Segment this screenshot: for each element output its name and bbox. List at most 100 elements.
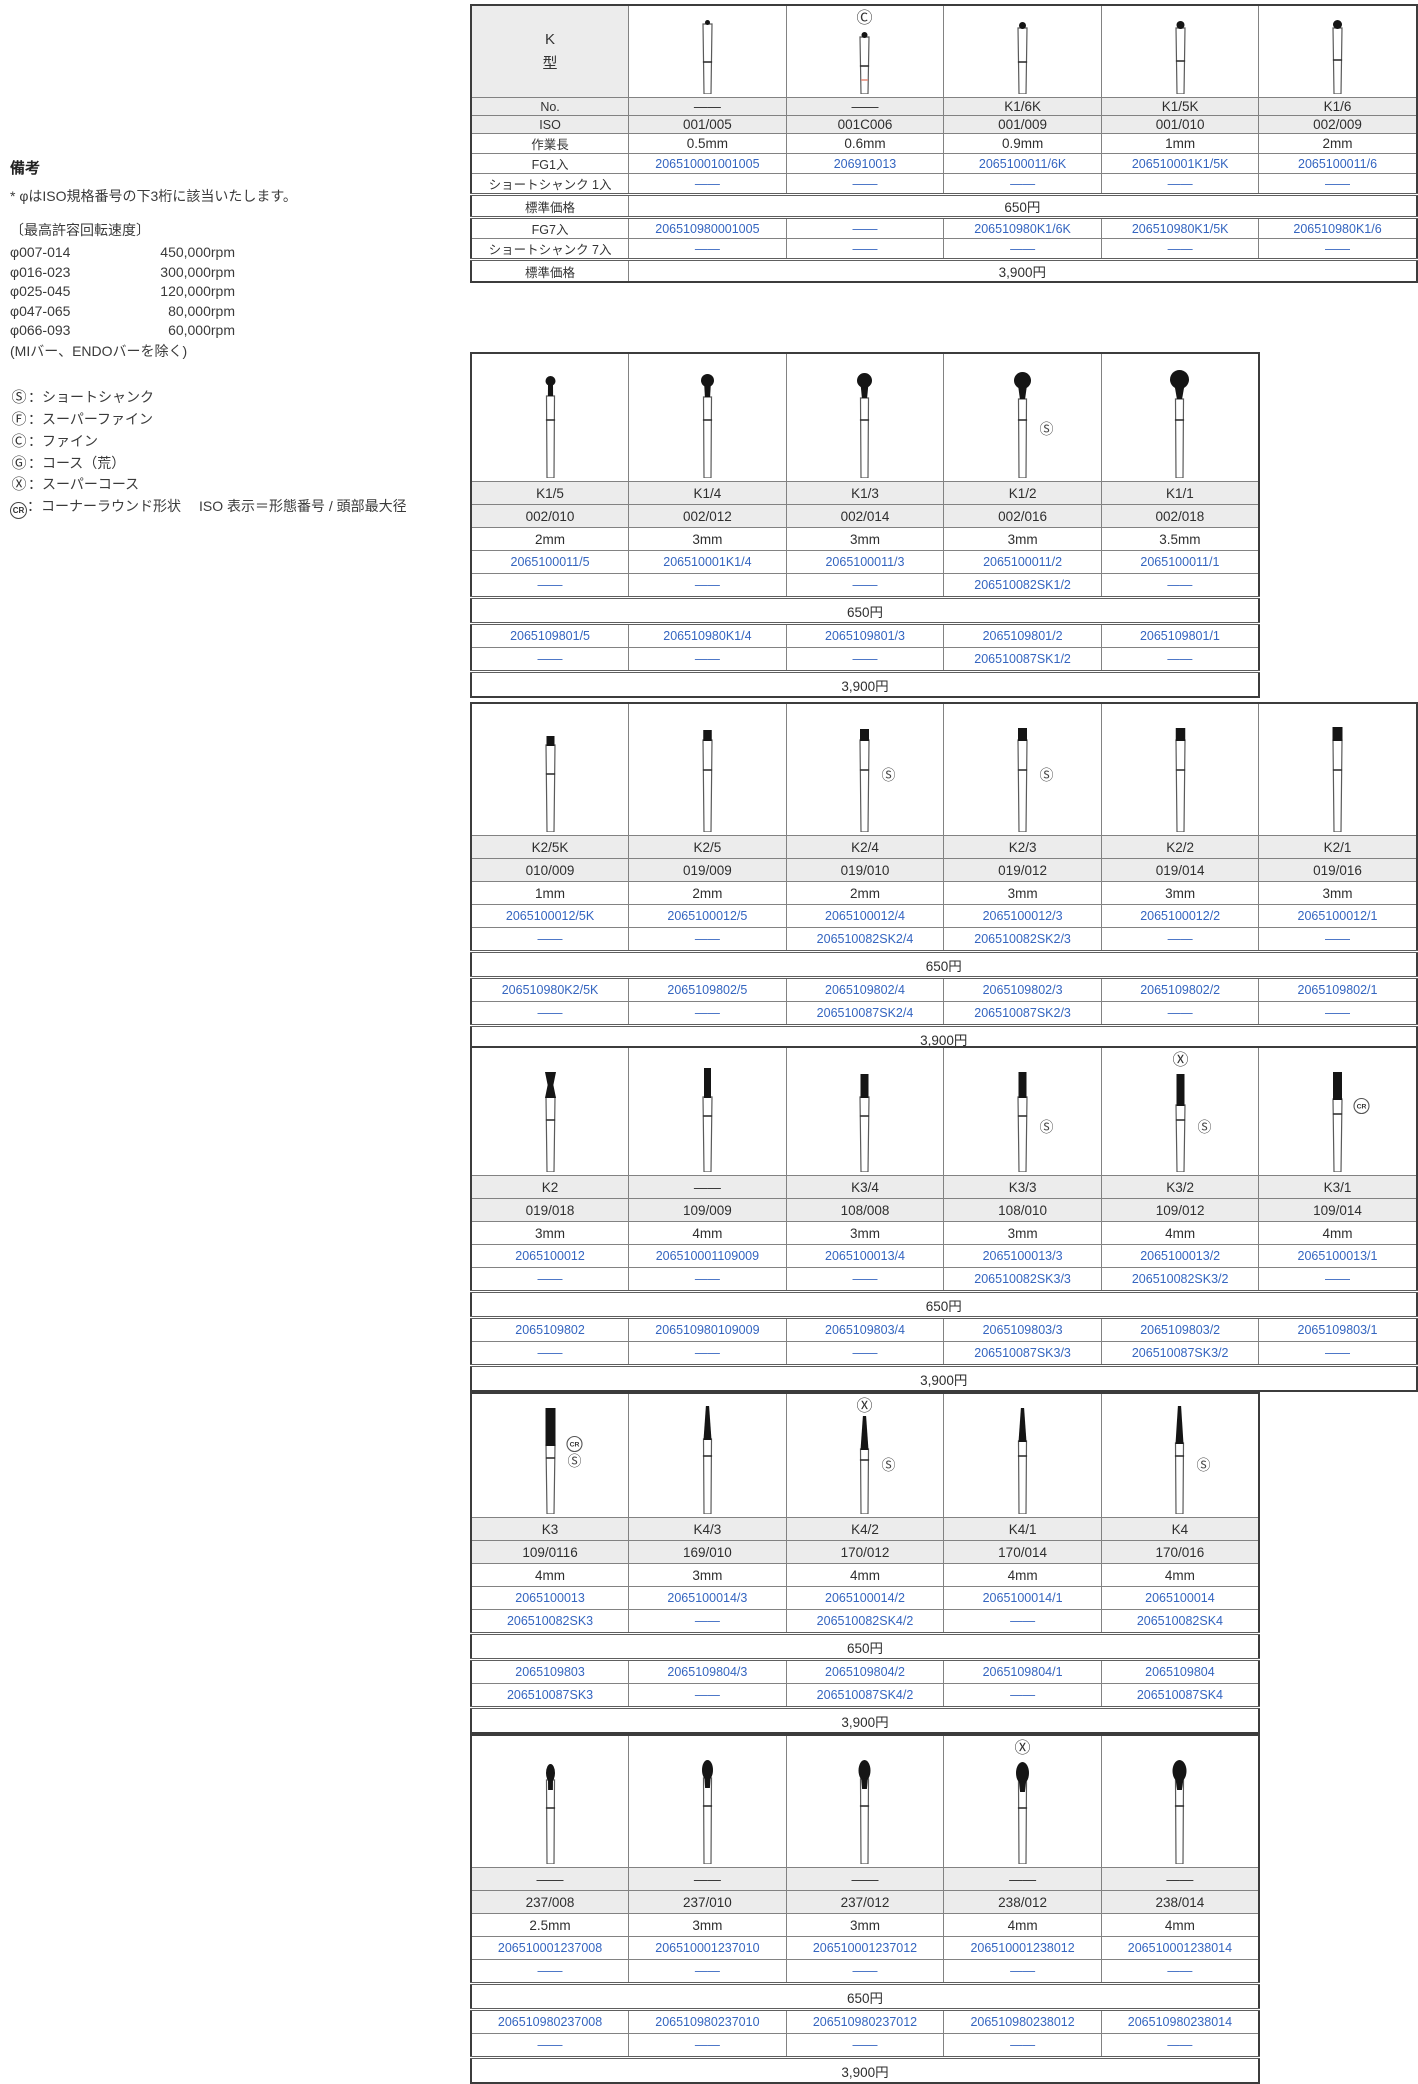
bur-illustration (1170, 370, 1190, 479)
product-code-link[interactable]: 206510980237012 (785, 2008, 945, 2034)
product-code-link[interactable]: 2065109801/5 (470, 622, 630, 648)
product-code-link[interactable]: 2065109801/2 (943, 622, 1102, 648)
row-price1: 650円 (470, 1982, 1260, 2010)
product-code-link[interactable]: 206510001237008 (470, 1936, 630, 1960)
row-fg7: 2065109801/5 206510980K1/4 2065109801/3 206… (470, 622, 1260, 648)
product-code-link[interactable]: 2065109802/2 (1100, 976, 1260, 1002)
len-cell: 3.5mm (1100, 527, 1260, 551)
product-code-link[interactable]: 2065100011/6 (1258, 153, 1418, 174)
product-code-link[interactable]: 206510082SK3/3 (943, 1267, 1102, 1292)
product-code-link[interactable]: 2065100012 (470, 1244, 630, 1268)
product-code-link[interactable]: 2065100013/1 (1258, 1244, 1418, 1268)
product-code-link[interactable]: 206510980238012 (943, 2008, 1102, 2034)
short-shank-icon: Ⓢ (11, 389, 27, 407)
product-code-link[interactable]: 206510001001005 (628, 153, 787, 174)
product-code-link[interactable]: 2065100011/2 (943, 550, 1102, 574)
product-code-link[interactable]: 2065100012/4 (785, 904, 945, 928)
product-code-link[interactable]: 2065100011/5 (470, 550, 630, 574)
product-code-link[interactable]: 206510001109009 (628, 1244, 787, 1268)
product-code-link[interactable]: 2065100012/5 (628, 904, 787, 928)
empty-code-cell: —— (628, 647, 787, 672)
product-code-link[interactable]: 206510082SK2/4 (785, 927, 945, 952)
product-code-link[interactable]: 206510001K1/5K (1100, 153, 1260, 174)
no-cell: K4/1 (943, 1517, 1102, 1541)
product-code-link[interactable]: 206510980K1/5K (1100, 216, 1260, 239)
product-code-link[interactable]: 2065100012/1 (1258, 904, 1418, 928)
product-code-link[interactable]: 2065109803/3 (943, 1316, 1102, 1342)
product-code-link[interactable]: 206510001237012 (785, 1936, 945, 1960)
product-code-link[interactable]: 2065100014/3 (628, 1586, 787, 1610)
product-code-link[interactable]: 206510087SK4/2 (785, 1683, 945, 1708)
product-code-link[interactable]: 206510082SK2/3 (943, 927, 1102, 952)
product-code-link[interactable]: 206910013 (785, 153, 945, 174)
product-code-link[interactable]: 2065100011/6K (943, 153, 1102, 174)
product-code-link[interactable]: 2065109804/3 (628, 1658, 787, 1684)
product-code-link[interactable]: 206510087SK4 (1100, 1683, 1260, 1708)
product-code-link[interactable]: 2065100013 (470, 1586, 630, 1610)
row-fg7: 2065109802 206510980109009 2065109803/4 206… (470, 1316, 1418, 1342)
product-code-link[interactable]: 206510082SK1/2 (943, 573, 1102, 598)
product-code-link[interactable]: 206510980237010 (628, 2008, 787, 2034)
iso-cell: 169/010 (628, 1540, 787, 1564)
product-code-link[interactable]: 2065109801/1 (1100, 622, 1260, 648)
product-code-link[interactable]: 2065109802/3 (943, 976, 1102, 1002)
product-code-link[interactable]: 206510001238014 (1100, 1936, 1260, 1960)
product-code-link[interactable]: 206510087SK3 (470, 1683, 630, 1708)
legend-super-fine: Ⓕ ：スーパーファイン (10, 409, 450, 431)
product-code-link[interactable]: 2065100013/3 (943, 1244, 1102, 1268)
product-code-link[interactable]: 206510087SK2/4 (785, 1001, 945, 1026)
product-code-link[interactable]: 2065100014/1 (943, 1586, 1102, 1610)
bur-image-cell (1258, 4, 1418, 98)
product-code-link[interactable]: 2065109803 (470, 1658, 630, 1684)
catalog-table-2: Ⓢ K1/5 K1/4 K1/3 K1/2 K1/1 002/010 002/012 002/0… (470, 352, 1260, 698)
product-code-link[interactable]: 206510001K1/4 (628, 550, 787, 574)
product-code-link[interactable]: 206510980K1/4 (628, 622, 787, 648)
product-code-link[interactable]: 2065100014 (1100, 1586, 1260, 1610)
product-code-link[interactable]: 2065100013/4 (785, 1244, 945, 1268)
product-code-link[interactable]: 206510082SK4/2 (785, 1609, 945, 1634)
empty-code-cell: —— (1258, 173, 1418, 195)
product-code-link[interactable]: 206510082SK4 (1100, 1609, 1260, 1634)
product-code-link[interactable]: 206510980K1/6 (1258, 216, 1418, 239)
product-code-link[interactable]: 2065109802/4 (785, 976, 945, 1002)
product-code-link[interactable]: 206510082SK3 (470, 1609, 630, 1634)
product-code-link[interactable]: 206510087SK1/2 (943, 647, 1102, 672)
product-code-link[interactable]: 206510087SK3/3 (943, 1341, 1102, 1366)
product-code-link[interactable]: 2065109804 (1100, 1658, 1260, 1684)
product-code-link[interactable]: 206510082SK3/2 (1100, 1267, 1260, 1292)
product-code-link[interactable]: 2065109802 (470, 1316, 630, 1342)
product-code-link[interactable]: 206510980K1/6K (943, 216, 1102, 239)
product-code-link[interactable]: 2065100014/2 (785, 1586, 945, 1610)
product-code-link[interactable]: 206510980238014 (1100, 2008, 1260, 2034)
product-code-link[interactable]: 2065109803/4 (785, 1316, 945, 1342)
product-code-link[interactable]: 2065100011/3 (785, 550, 945, 574)
product-code-link[interactable]: 2065100012/2 (1100, 904, 1260, 928)
product-code-link[interactable]: 2065100012/3 (943, 904, 1102, 928)
product-code-link[interactable]: 206510980K2/5K (470, 976, 630, 1002)
speed-rpm: 450,000rpm (160, 244, 235, 261)
speed-rpm: 60,000rpm (168, 322, 235, 339)
product-code-link[interactable]: 206510980001005 (628, 216, 787, 239)
product-code-link[interactable]: 206510087SK3/2 (1100, 1341, 1260, 1366)
product-code-link[interactable]: 2065109803/1 (1258, 1316, 1418, 1342)
product-code-link[interactable]: 2065109804/1 (943, 1658, 1102, 1684)
product-code-link[interactable]: 2065109802/1 (1258, 976, 1418, 1002)
product-code-link[interactable]: 206510087SK2/3 (943, 1001, 1102, 1026)
product-code-link[interactable]: 2065109804/2 (785, 1658, 945, 1684)
product-code-link[interactable]: 2065109803/2 (1100, 1316, 1260, 1342)
bur-image-cell (785, 1734, 945, 1868)
product-code-link[interactable]: 206510980109009 (628, 1316, 787, 1342)
product-code-link[interactable]: 2065100012/5K (470, 904, 630, 928)
len-cell: 3mm (1100, 881, 1260, 905)
bur-image-cell: Ⓢ (1100, 1392, 1260, 1518)
product-code-link[interactable]: 2065100013/2 (1100, 1244, 1260, 1268)
product-code-link[interactable]: 2065109802/5 (628, 976, 787, 1002)
bur-illustration: Ⓒ (857, 9, 873, 95)
product-code-link[interactable]: 206510001237010 (628, 1936, 787, 1960)
product-code-link[interactable]: 206510980237008 (470, 2008, 630, 2034)
product-code-link[interactable]: 2065109801/3 (785, 622, 945, 648)
corner-round-icon (1353, 1097, 1370, 1115)
product-code-link[interactable]: 206510001238012 (943, 1936, 1102, 1960)
product-code-link[interactable]: 2065100011/1 (1100, 550, 1260, 574)
empty-code-cell: —— (943, 1683, 1102, 1708)
